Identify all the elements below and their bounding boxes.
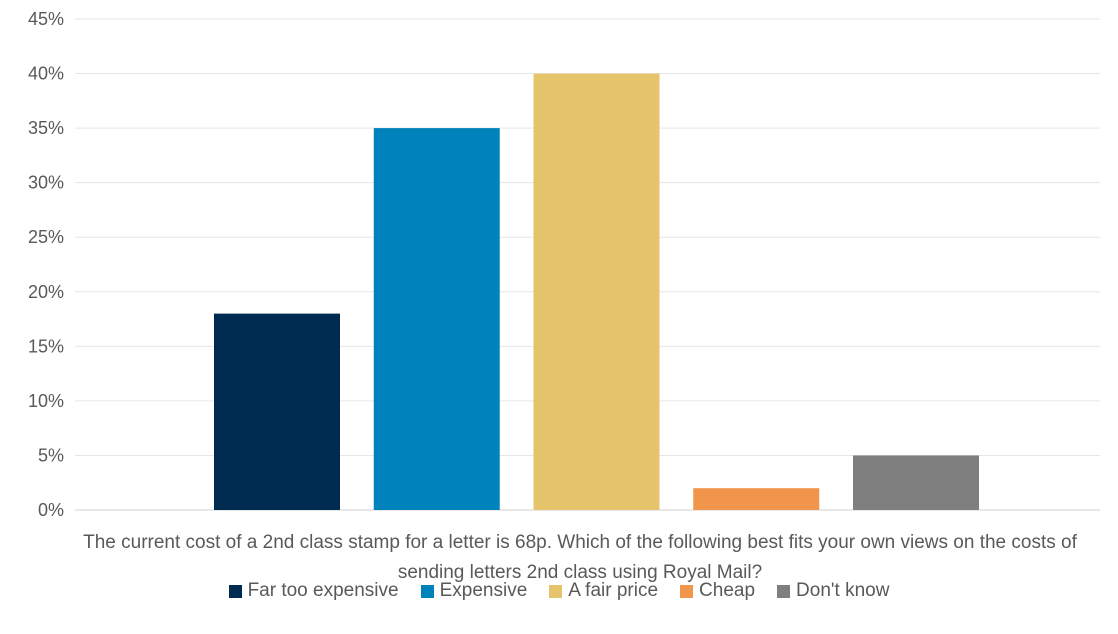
legend-item: Cheap	[680, 580, 755, 602]
bar-expensive	[373, 128, 500, 510]
bar-don-t-know	[853, 455, 979, 510]
legend-label: Expensive	[439, 580, 528, 601]
y-axis-ticks: 0% 5% 10% 15% 20% 25% 30% 35% 40% 45%	[28, 9, 64, 520]
y-tick-label: 40%	[28, 64, 64, 84]
bar-a-fair-price	[533, 73, 660, 511]
legend-swatch	[777, 584, 791, 598]
legend-label: Cheap	[699, 580, 756, 601]
legend-label: Far too expensive	[247, 580, 399, 601]
y-tick-label: 45%	[28, 9, 64, 29]
legend-label: A fair price	[568, 580, 659, 601]
y-tick-label: 5%	[38, 445, 64, 465]
y-tick-label: 25%	[28, 227, 64, 247]
y-tick-label: 30%	[28, 173, 64, 193]
legend-item: Far too expensive	[228, 580, 399, 602]
y-tick-label: 15%	[28, 336, 64, 356]
x-axis-label: The current cost of a 2nd class stamp fo…	[83, 532, 1077, 583]
y-tick-label: 35%	[28, 118, 64, 138]
bars	[214, 73, 979, 511]
legend-label: Don't know	[796, 580, 890, 601]
legend-swatch	[680, 584, 694, 598]
legend-swatch	[420, 584, 434, 598]
legend-item: Don't know	[777, 580, 889, 602]
legend-swatch	[549, 584, 563, 598]
legend-item: Expensive	[420, 580, 528, 602]
y-tick-label: 0%	[38, 500, 64, 520]
y-tick-label: 20%	[28, 282, 64, 302]
legend-swatch	[228, 584, 242, 598]
legend: Far too expensive Expensive A fair price Ch…	[0, 580, 1118, 602]
legend-item: A fair price	[549, 580, 658, 602]
bar-chart: 0% 5% 10% 15% 20% 25% 30% 35% 40% 45%	[28, 9, 1100, 520]
bar-far-too-expensive	[214, 313, 340, 510]
bar-cheap	[693, 488, 820, 510]
y-tick-label: 10%	[28, 391, 64, 411]
